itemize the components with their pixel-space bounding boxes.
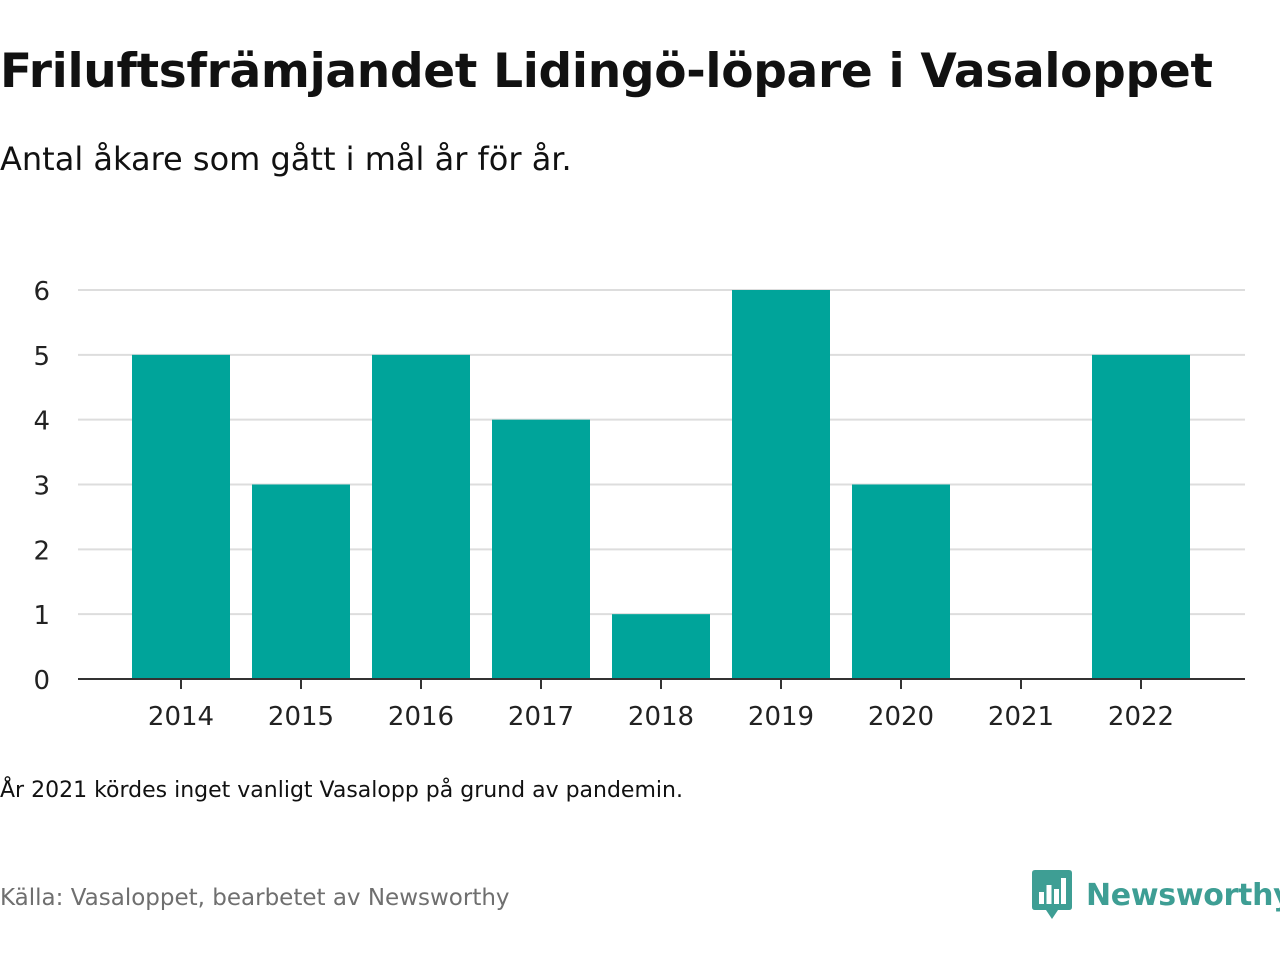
footnote: År 2021 kördes inget vanligt Vasalopp på… — [0, 778, 683, 803]
y-tick-label: 4 — [33, 407, 50, 437]
bar-2015 — [252, 484, 350, 679]
x-tick-label: 2019 — [748, 702, 814, 732]
bar-chart: 0 1 2 3 4 5 6 2014 2015 2016 2017 2018 2019 2020 2021… — [33, 277, 1245, 732]
bar-2017 — [492, 419, 590, 679]
brand-name: Newsworthy — [1086, 877, 1280, 913]
x-tick-label: 2016 — [388, 702, 454, 732]
chart-subtitle: Antal åkare som gått i mål år för år. — [0, 140, 572, 178]
bar-2016 — [372, 354, 470, 679]
bar-2022 — [1092, 354, 1190, 679]
y-tick-label: 3 — [33, 472, 50, 502]
x-tick-label: 2018 — [628, 702, 694, 732]
bars — [132, 290, 1190, 679]
brand-logo: Newsworthy — [1032, 870, 1280, 920]
y-tick-label: 6 — [33, 277, 50, 307]
x-tick-label: 2017 — [508, 702, 574, 732]
x-tick-label: 2020 — [868, 702, 934, 732]
bar-2019 — [732, 290, 830, 679]
x-tick-label: 2015 — [268, 702, 334, 732]
source-credit: Källa: Vasaloppet, bearbetet av Newswort… — [0, 885, 510, 911]
chart-title: Friluftsfrämjandet Lidingö-löpare i Vasa… — [0, 44, 1213, 99]
y-tick-label: 5 — [33, 342, 50, 372]
x-tick-label: 2022 — [1108, 702, 1174, 732]
x-tick-label: 2021 — [988, 702, 1054, 732]
x-axis-labels: 2014 2015 2016 2017 2018 2019 2020 2021 2022 — [148, 679, 1174, 732]
y-tick-label: 0 — [33, 666, 50, 696]
y-tick-label: 1 — [33, 601, 50, 631]
bar-2018 — [612, 614, 710, 679]
x-tick-label: 2014 — [148, 702, 214, 732]
bar-2014 — [132, 354, 230, 679]
y-tick-label: 2 — [33, 536, 50, 566]
y-axis-labels: 0 1 2 3 4 5 6 — [33, 277, 50, 696]
newsworthy-logo-icon — [1032, 870, 1072, 919]
bar-2020 — [852, 484, 950, 679]
